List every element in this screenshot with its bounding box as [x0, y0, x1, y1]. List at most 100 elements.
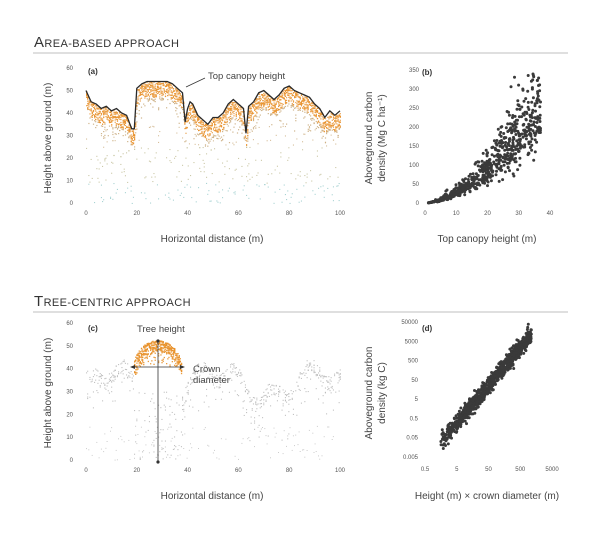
data-point [515, 122, 519, 126]
data-point [478, 168, 481, 172]
lidar-return [90, 103, 92, 105]
lidar-return [259, 104, 261, 106]
lidar-return [138, 392, 140, 394]
lidar-return [320, 123, 322, 125]
lidar-return [151, 93, 153, 95]
tree-crown-return [137, 358, 139, 360]
lidar-return [140, 89, 143, 91]
lidar-return [114, 400, 116, 402]
lidar-return [329, 390, 331, 392]
lidar-return [304, 107, 306, 109]
lidar-return [193, 110, 195, 112]
lidar-return [281, 92, 283, 94]
lidar-return [284, 397, 286, 399]
lidar-return [284, 390, 286, 392]
lidar-return [258, 436, 260, 438]
tree-crown-return [161, 362, 163, 364]
lidar-return [283, 107, 285, 109]
lidar-return [300, 100, 303, 102]
lidar-return [255, 402, 257, 404]
lidar-return [113, 113, 115, 115]
lidar-return [154, 415, 156, 417]
data-point [524, 137, 528, 141]
lidar-return [228, 379, 230, 381]
lidar-return [208, 126, 210, 128]
lidar-return [155, 421, 157, 423]
lidar-return [104, 126, 106, 128]
lidar-return [199, 125, 201, 127]
lidar-return [160, 82, 162, 84]
lidar-return [320, 131, 322, 133]
lidar-return [174, 95, 176, 97]
lidar-return [108, 120, 111, 122]
lidar-return [222, 372, 224, 374]
lidar-return [286, 401, 288, 403]
lidar-return [86, 138, 88, 140]
lidar-return [235, 115, 237, 118]
lidar-return [230, 377, 232, 379]
tree-crown-return [172, 348, 175, 350]
lidar-return [134, 134, 136, 136]
lidar-return [156, 426, 158, 428]
lidar-return [191, 447, 193, 449]
lidar-return [274, 191, 276, 193]
lidar-return [198, 364, 200, 366]
lidar-return [336, 120, 338, 122]
lidar-return [220, 438, 222, 440]
lidar-return [259, 106, 261, 108]
tree-crown-return [167, 347, 169, 349]
tree-crown-return [163, 344, 165, 346]
lidar-return [129, 128, 131, 131]
lidar-return [92, 370, 94, 372]
lidar-return [154, 90, 156, 92]
lidar-return [121, 114, 123, 116]
lidar-return [106, 117, 108, 119]
lidar-return [271, 384, 273, 386]
lidar-return [88, 106, 90, 108]
lidar-return [175, 458, 177, 460]
lidar-return [89, 396, 91, 398]
lidar-return [239, 116, 241, 118]
lidar-return [175, 446, 177, 448]
lidar-return [263, 95, 265, 97]
tree-height-top-marker [156, 339, 160, 343]
lidar-return [152, 442, 154, 444]
lidar-return [91, 103, 93, 105]
x-tick-label: 40 [547, 211, 554, 217]
lidar-return [158, 91, 160, 93]
lidar-return [248, 113, 250, 115]
lidar-return [225, 122, 227, 124]
lidar-return [190, 113, 192, 115]
lidar-return [212, 376, 214, 378]
lidar-return [146, 86, 148, 88]
data-point [495, 169, 498, 173]
lidar-return [203, 130, 205, 132]
lidar-return [234, 455, 236, 457]
lidar-return [201, 130, 203, 132]
lidar-return [270, 114, 272, 116]
lidar-return [144, 436, 146, 438]
lidar-return [192, 117, 194, 119]
lidar-return [234, 193, 236, 195]
data-point [463, 190, 467, 194]
lidar-return [292, 435, 294, 437]
lidar-return [231, 105, 233, 107]
data-point [472, 175, 476, 179]
lidar-return [231, 372, 233, 374]
lidar-return [286, 445, 287, 447]
data-point [517, 150, 520, 153]
lidar-return [98, 116, 100, 118]
lidar-return [118, 127, 120, 129]
lidar-return [178, 96, 180, 98]
lidar-return [193, 162, 195, 164]
lidar-return [257, 403, 259, 405]
lidar-return [321, 125, 323, 127]
data-point [503, 148, 507, 152]
lidar-return [102, 118, 104, 120]
lidar-return [247, 125, 249, 127]
lidar-return [204, 135, 207, 137]
lidar-return [296, 100, 298, 102]
data-point [482, 169, 486, 173]
lidar-return [322, 135, 324, 137]
